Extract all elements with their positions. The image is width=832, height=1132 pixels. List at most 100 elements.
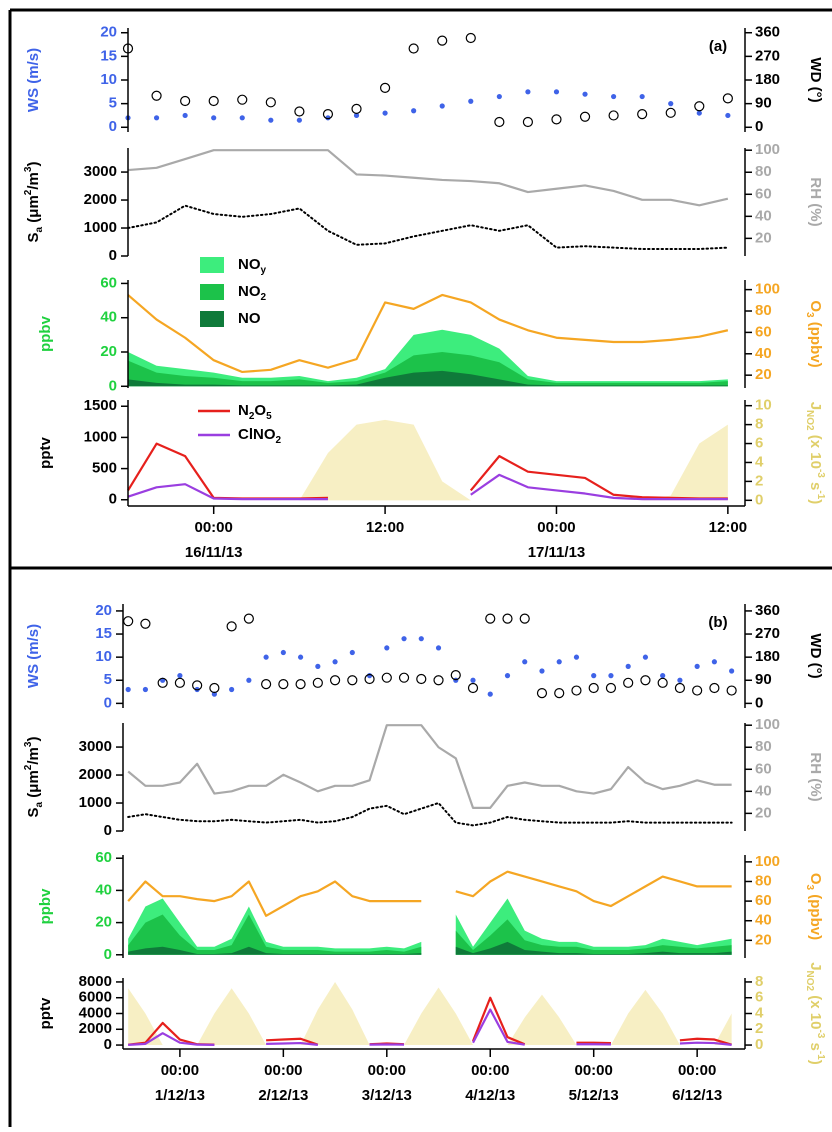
x-tick-label: 00:00 [471, 1062, 509, 1079]
wd-marker [433, 675, 444, 686]
ws-marker [694, 663, 700, 670]
area [128, 914, 732, 955]
legend-label: N2O5 [238, 402, 272, 422]
wd-marker [623, 677, 634, 688]
y-axis-label: ppbv [37, 315, 54, 351]
y2-tick-label: 100 [755, 141, 780, 158]
y2-tick-label: 0 [755, 1036, 763, 1053]
y-tick-label: 0 [109, 377, 117, 394]
x-tick-date: 5/12/13 [569, 1087, 619, 1104]
x-tick-label: 00:00 [537, 519, 575, 536]
y2-tick-label: 360 [755, 602, 780, 619]
legend-label: ClNO2 [238, 426, 282, 446]
wd-marker [364, 673, 375, 685]
wd-marker [450, 670, 461, 681]
wd-marker [637, 109, 648, 120]
y2-tick-label: 4 [755, 453, 764, 470]
ws-marker [349, 649, 355, 656]
line [127, 802, 733, 827]
y-tick-label: 40 [100, 309, 117, 326]
y-tick-label: 0 [109, 491, 117, 508]
y2-tick-label: 100 [755, 281, 780, 298]
wd-marker [322, 109, 334, 120]
y-tick-label: 4000 [79, 1004, 112, 1021]
wd-marker [692, 685, 703, 696]
wd-marker [579, 111, 591, 122]
y2-tick-label: 20 [755, 804, 772, 821]
ws-marker [591, 673, 597, 679]
ws-marker [401, 636, 407, 642]
ws-marker [296, 117, 302, 123]
y2-tick-label: 40 [755, 207, 772, 224]
legend-label: NO2 [238, 283, 267, 303]
y2-axis-label: WD (°) [807, 633, 824, 678]
y-tick-label: 2000 [79, 766, 112, 783]
ws-marker [153, 115, 160, 121]
ws-marker [556, 659, 562, 665]
y-tick-label: 0 [104, 694, 112, 711]
y-tick-label: 15 [95, 625, 112, 642]
ws-marker [470, 677, 476, 683]
wd-marker [278, 679, 289, 690]
x-tick-date: 2/12/13 [258, 1087, 308, 1104]
ws-marker [677, 677, 683, 683]
ws-marker [239, 115, 245, 121]
y-tick-label: 60 [100, 274, 117, 291]
y2-tick-label: 0 [755, 118, 763, 135]
y2-tick-label: 8 [755, 973, 763, 990]
y2-tick-label: 40 [755, 782, 772, 799]
ws-marker [504, 673, 511, 679]
wd-marker [123, 616, 134, 627]
ws-marker [332, 659, 338, 665]
y-tick-label: 1500 [84, 397, 117, 414]
wd-marker [485, 613, 496, 624]
ws-marker [582, 91, 588, 97]
x-tick-date: 17/11/13 [528, 544, 586, 561]
ws-marker [696, 110, 702, 116]
y-axis-label: WS (m/s) [25, 48, 42, 112]
line [127, 870, 732, 917]
y-tick-label: 0 [109, 247, 117, 264]
ws-marker [668, 101, 674, 107]
y2-axis-label: RH (%) [807, 752, 824, 801]
ws-marker [382, 110, 388, 116]
y-axis-label: pptv [37, 997, 54, 1029]
ws-marker [263, 654, 269, 660]
y-tick-label: 5 [104, 671, 112, 688]
wd-marker [329, 675, 341, 686]
y-tick-label: 60 [95, 849, 112, 866]
y2-tick-label: 180 [755, 648, 780, 665]
wd-marker [312, 677, 323, 688]
wd-marker [657, 677, 668, 688]
y-tick-label: 3000 [84, 163, 117, 180]
area [128, 941, 732, 955]
wd-marker [294, 106, 305, 117]
ws-marker [539, 668, 545, 674]
wd-marker [347, 675, 358, 686]
wd-marker [694, 101, 705, 112]
wd-marker [295, 679, 306, 690]
ws-marker [177, 673, 183, 679]
y2-tick-label: 0 [755, 491, 763, 508]
ws-marker [435, 645, 442, 651]
y2-tick-label: 8 [755, 416, 763, 433]
wd-marker [536, 688, 548, 699]
y2-tick-label: 20 [755, 229, 772, 246]
y2-tick-label: 80 [755, 302, 772, 319]
wd-marker [519, 613, 530, 624]
y-tick-label: 1000 [84, 428, 117, 445]
wd-marker [726, 685, 737, 696]
wd-marker [502, 613, 513, 624]
area [128, 898, 732, 955]
x-tick-date: 16/11/13 [185, 544, 243, 561]
y2-tick-label: 40 [755, 345, 772, 362]
y2-tick-label: 6 [755, 989, 763, 1006]
y2-tick-label: 180 [755, 71, 780, 88]
ws-marker [182, 112, 188, 119]
legend-label: NOy [238, 256, 267, 276]
wd-marker [398, 672, 410, 683]
y-tick-label: 15 [100, 47, 117, 64]
wd-marker [237, 94, 248, 105]
y-tick-label: 20 [95, 914, 112, 931]
